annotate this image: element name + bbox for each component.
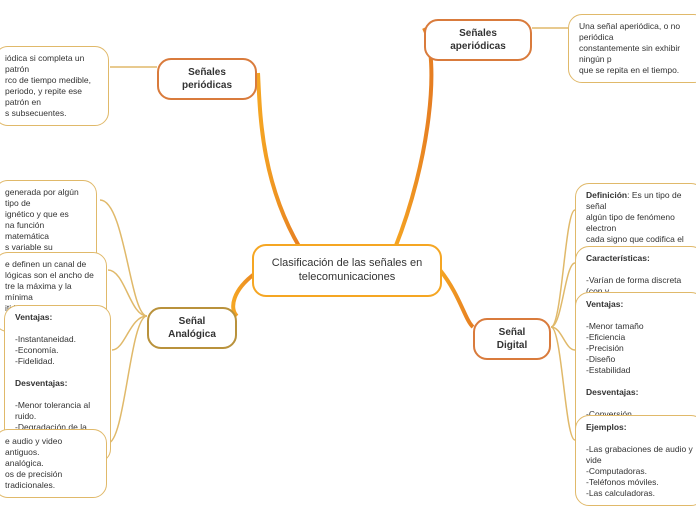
branch-digital[interactable]: Señal Digital — [473, 318, 551, 360]
leaf-aperiodicas[interactable]: Una señal aperiódica, o no periódicacons… — [568, 14, 696, 83]
leaf-digital-3[interactable]: Ejemplos:-Las grabaciones de audio y vid… — [575, 415, 696, 506]
branch-analogica[interactable]: Señal Analógica — [147, 307, 237, 349]
leaf-periodicas[interactable]: iódica si completa un patrónrco de tiemp… — [0, 46, 109, 126]
center-node[interactable]: Clasificación de las señales en telecomu… — [252, 244, 442, 297]
leaf-analogica-3[interactable]: e audio y video antiguos.analógica.os de… — [0, 429, 107, 498]
branch-aperiodicas[interactable]: Señales aperiódicas — [424, 19, 532, 61]
branch-periodicas[interactable]: Señales periódicas — [157, 58, 257, 100]
